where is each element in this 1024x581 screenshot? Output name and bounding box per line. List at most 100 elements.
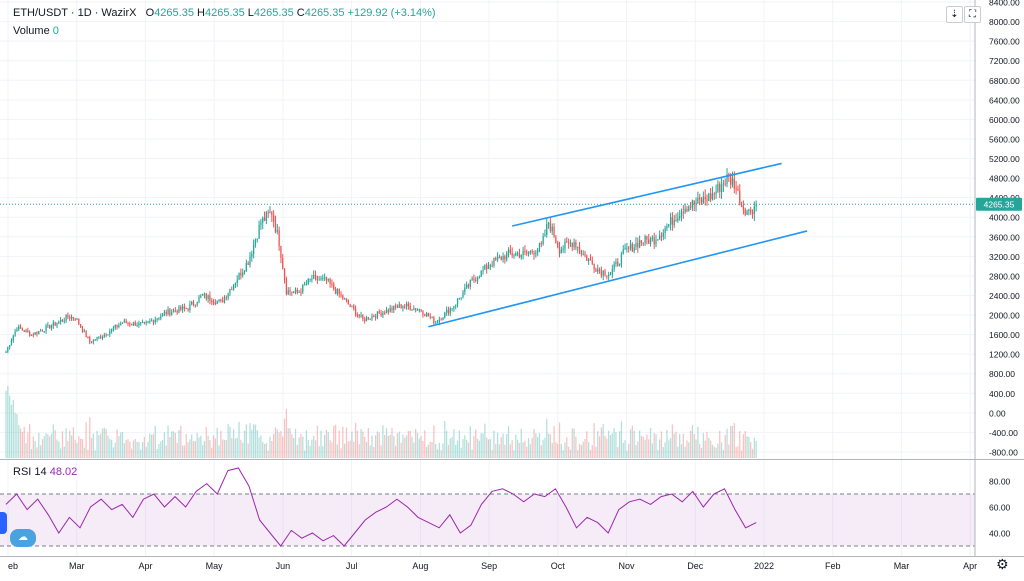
candle-body xyxy=(14,331,16,336)
candle-body xyxy=(715,191,717,194)
volume-bar xyxy=(229,426,231,458)
candle-body xyxy=(252,244,255,254)
volume-bar xyxy=(695,439,697,458)
volume-bar xyxy=(112,447,115,458)
maximize-icon[interactable]: ⛶ xyxy=(964,6,981,23)
candle-body xyxy=(482,269,484,271)
volume-bar xyxy=(615,432,617,458)
volume-bar xyxy=(751,448,754,458)
candlesticks xyxy=(0,168,975,354)
volume-bar xyxy=(147,441,149,458)
volume-bar xyxy=(269,436,271,458)
volume-bar xyxy=(185,433,187,458)
candle-body xyxy=(420,309,422,312)
volume-value: 0 xyxy=(52,25,59,37)
arrow-down-icon[interactable]: ⇣ xyxy=(946,6,963,23)
candle-body xyxy=(245,262,247,272)
volume-bar xyxy=(189,439,191,458)
rsi-tick-label: 40.00 xyxy=(989,529,1011,539)
candle-body xyxy=(720,184,723,192)
rsi-tick-label: 80.00 xyxy=(989,477,1011,487)
volume-bar xyxy=(513,450,515,458)
volume-bar xyxy=(134,439,136,458)
price-axis: 8400.00 8000.00 7600.00 7200.00 6800.00 6400.… xyxy=(0,0,1024,557)
candle-body xyxy=(136,325,138,327)
volume-bar xyxy=(9,395,11,458)
candle-body xyxy=(98,336,100,338)
volume-bar xyxy=(507,426,510,458)
collapse-pane-tab[interactable] xyxy=(0,512,7,534)
volume-bar xyxy=(438,442,440,458)
candle-body xyxy=(156,318,158,320)
volume-bar xyxy=(511,440,513,458)
candle-body xyxy=(269,212,271,214)
price-tick-label: 8000.00 xyxy=(989,17,1020,27)
candle-body xyxy=(740,205,743,207)
volume-bar xyxy=(61,431,64,458)
volume-bar xyxy=(158,444,160,458)
candle-body xyxy=(751,212,754,215)
volume-bar xyxy=(318,446,320,458)
volume-bar xyxy=(608,430,610,458)
volume-bar xyxy=(107,435,109,458)
candle-body xyxy=(254,239,257,245)
volume-bar xyxy=(289,428,291,458)
volume-bar xyxy=(223,439,226,458)
candle-body xyxy=(56,323,58,326)
volume-bar xyxy=(709,440,712,458)
volume-bar xyxy=(132,440,135,458)
volume-bar xyxy=(660,431,663,458)
volume-bar xyxy=(69,430,71,458)
candle-body xyxy=(80,324,82,328)
indicator-cloud-icon[interactable]: ☁ xyxy=(10,529,36,547)
candle-body xyxy=(202,294,204,296)
volume-bar xyxy=(628,443,630,458)
candle-body xyxy=(225,297,227,299)
candle-body xyxy=(300,291,302,293)
candle-body xyxy=(360,315,362,317)
volume-bar xyxy=(398,431,400,458)
volume-bar xyxy=(245,424,247,458)
volume-bar xyxy=(600,427,603,458)
candle-body xyxy=(615,261,617,264)
volume-bar xyxy=(72,427,75,458)
volume-bar xyxy=(396,433,399,458)
candle-body xyxy=(411,309,413,311)
volume-bar xyxy=(657,449,659,458)
volume-bar xyxy=(242,442,244,458)
volume-bar xyxy=(258,437,260,458)
candle-body xyxy=(538,243,541,250)
candle-body xyxy=(551,226,553,232)
price-tick-label: 6400.00 xyxy=(989,95,1020,105)
trend-channel xyxy=(428,162,808,328)
settings-icon[interactable]: ⚙ xyxy=(996,556,1009,572)
volume-bar xyxy=(415,429,417,458)
candle-body xyxy=(238,272,240,280)
volume-bar xyxy=(5,390,7,458)
candle-body xyxy=(260,222,262,225)
candle-body xyxy=(18,326,20,330)
candle-body xyxy=(16,329,18,332)
volume-legend: Volume 0 xyxy=(13,25,59,37)
volume-bar xyxy=(535,433,537,458)
volume-bar xyxy=(575,436,577,458)
candle-body xyxy=(464,287,466,293)
volume-bar xyxy=(78,436,80,458)
candle-body xyxy=(444,312,446,318)
volume-bar xyxy=(467,442,470,458)
candle-body xyxy=(750,209,752,213)
candle-body xyxy=(502,256,504,260)
candle-body xyxy=(109,331,111,335)
candle-body xyxy=(38,331,40,334)
volume-bar xyxy=(739,430,741,458)
volume-bar xyxy=(484,423,486,458)
volume-bar xyxy=(491,449,493,458)
candle-body xyxy=(709,193,712,200)
candle-body xyxy=(476,278,479,281)
candle-body xyxy=(405,303,408,307)
volume-bar xyxy=(549,434,552,458)
candle-body xyxy=(154,319,156,323)
candle-body xyxy=(243,271,246,273)
volume-bar xyxy=(582,441,584,458)
